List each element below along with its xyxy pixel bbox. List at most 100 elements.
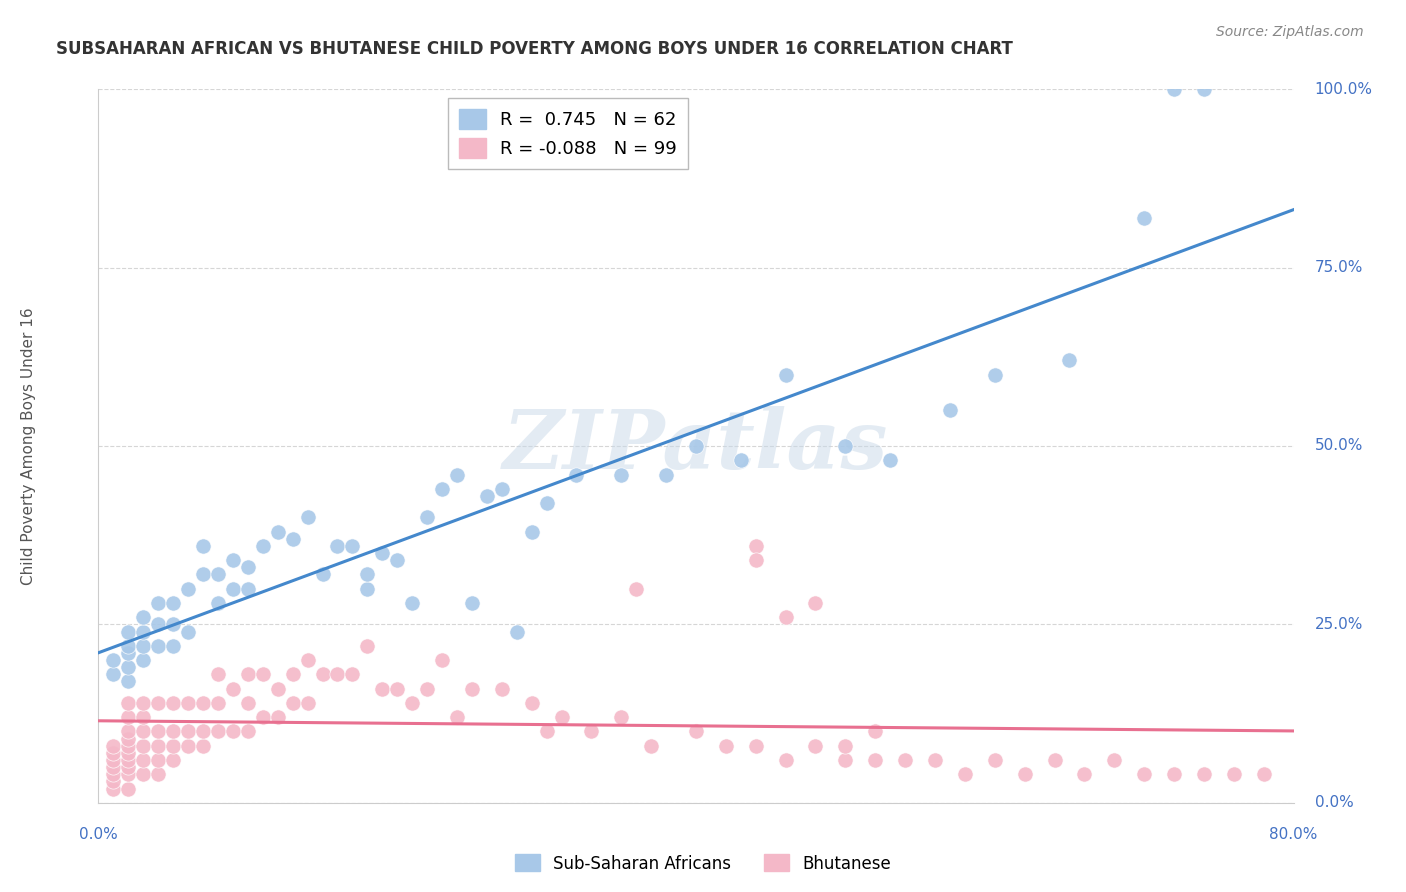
Point — [103, 753, 125, 767]
Point — [132, 724, 155, 739]
Point — [745, 539, 768, 553]
Point — [491, 482, 513, 496]
Point — [624, 582, 647, 596]
Point — [834, 439, 856, 453]
Point — [356, 639, 378, 653]
Point — [297, 696, 319, 710]
Point — [191, 567, 214, 582]
Legend: Sub-Saharan Africans, Bhutanese: Sub-Saharan Africans, Bhutanese — [508, 847, 898, 880]
Point — [834, 753, 856, 767]
Point — [236, 560, 259, 574]
Point — [745, 739, 768, 753]
Point — [267, 681, 290, 696]
Point — [565, 467, 588, 482]
Point — [924, 753, 946, 767]
Point — [446, 467, 468, 482]
Point — [132, 710, 155, 724]
Point — [385, 681, 409, 696]
Point — [371, 681, 394, 696]
Point — [252, 539, 274, 553]
Point — [117, 739, 139, 753]
Point — [775, 368, 797, 382]
Point — [148, 739, 170, 753]
Point — [475, 489, 498, 503]
Point — [191, 724, 214, 739]
Point — [416, 510, 439, 524]
Text: Child Poverty Among Boys Under 16: Child Poverty Among Boys Under 16 — [21, 307, 35, 585]
Point — [640, 739, 662, 753]
Point — [103, 767, 125, 781]
Point — [148, 753, 170, 767]
Point — [342, 667, 364, 681]
Point — [520, 524, 543, 539]
Point — [162, 724, 184, 739]
Point — [983, 753, 1005, 767]
Point — [610, 467, 633, 482]
Point — [132, 753, 155, 767]
Text: 75.0%: 75.0% — [1315, 260, 1362, 275]
Point — [162, 617, 184, 632]
Point — [177, 582, 200, 596]
Point — [117, 696, 139, 710]
Point — [148, 696, 170, 710]
Point — [1223, 767, 1246, 781]
Point — [252, 667, 274, 681]
Point — [1133, 211, 1156, 225]
Point — [1133, 767, 1156, 781]
Point — [222, 724, 245, 739]
Point — [983, 368, 1005, 382]
Point — [281, 667, 304, 681]
Point — [775, 610, 797, 624]
Point — [117, 624, 139, 639]
Point — [385, 553, 409, 567]
Point — [491, 681, 513, 696]
Point — [117, 731, 139, 746]
Point — [745, 553, 768, 567]
Point — [1253, 767, 1275, 781]
Point — [132, 610, 155, 624]
Point — [1059, 353, 1081, 368]
Point — [252, 710, 274, 724]
Point — [236, 696, 259, 710]
Point — [939, 403, 962, 417]
Point — [879, 453, 901, 467]
Point — [177, 624, 200, 639]
Point — [191, 739, 214, 753]
Point — [132, 767, 155, 781]
Point — [865, 724, 887, 739]
Point — [162, 739, 184, 753]
Point — [162, 596, 184, 610]
Point — [207, 567, 229, 582]
Point — [894, 753, 917, 767]
Point — [281, 696, 304, 710]
Point — [117, 767, 139, 781]
Point — [117, 646, 139, 660]
Text: 80.0%: 80.0% — [1270, 827, 1317, 841]
Point — [461, 681, 484, 696]
Point — [1104, 753, 1126, 767]
Point — [117, 639, 139, 653]
Point — [1163, 82, 1185, 96]
Point — [117, 660, 139, 674]
Point — [804, 596, 827, 610]
Point — [117, 674, 139, 689]
Text: ZIPatlas: ZIPatlas — [503, 406, 889, 486]
Point — [162, 639, 184, 653]
Point — [267, 524, 290, 539]
Point — [581, 724, 603, 739]
Point — [207, 724, 229, 739]
Point — [117, 753, 139, 767]
Point — [714, 739, 737, 753]
Point — [520, 696, 543, 710]
Point — [401, 596, 423, 610]
Point — [267, 710, 290, 724]
Point — [117, 760, 139, 774]
Point — [297, 510, 319, 524]
Text: 0.0%: 0.0% — [79, 827, 118, 841]
Point — [775, 753, 797, 767]
Text: SUBSAHARAN AFRICAN VS BHUTANESE CHILD POVERTY AMONG BOYS UNDER 16 CORRELATION CH: SUBSAHARAN AFRICAN VS BHUTANESE CHILD PO… — [56, 40, 1014, 58]
Point — [222, 582, 245, 596]
Point — [191, 539, 214, 553]
Point — [177, 739, 200, 753]
Point — [236, 582, 259, 596]
